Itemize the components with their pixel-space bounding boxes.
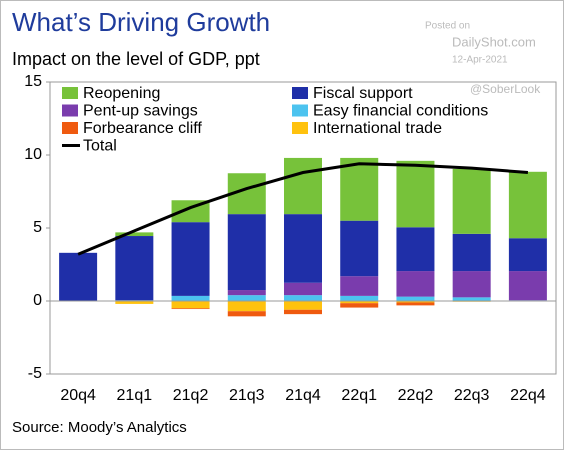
x-tick-label: 22q1 bbox=[341, 387, 377, 404]
bar-segment bbox=[340, 276, 379, 296]
watermark: @SoberLook bbox=[470, 82, 541, 96]
bar-segment bbox=[227, 311, 266, 317]
legend-label: Fiscal support bbox=[313, 85, 413, 102]
bar-segment bbox=[227, 214, 266, 291]
bar-segment bbox=[452, 233, 491, 272]
legend-label: International trade bbox=[313, 120, 442, 137]
x-tick-label: 22q4 bbox=[510, 387, 546, 404]
bar-segment bbox=[396, 271, 435, 297]
bar-segment bbox=[396, 301, 435, 303]
legend-label: Reopening bbox=[83, 85, 160, 102]
x-tick-label: 21q3 bbox=[229, 387, 265, 404]
x-tick-label: 21q2 bbox=[173, 387, 209, 404]
bar-segment bbox=[171, 301, 210, 309]
bar-segment bbox=[340, 301, 379, 304]
bar-segment bbox=[59, 252, 98, 301]
legend-swatch bbox=[292, 104, 308, 117]
chart-subtitle: Impact on the level of GDP, ppt bbox=[12, 49, 260, 69]
legend-label: Pent-up savings bbox=[83, 103, 198, 120]
bar-segment bbox=[171, 308, 210, 310]
bar-segment bbox=[340, 295, 379, 301]
bar-segment bbox=[284, 301, 322, 310]
legend-swatch bbox=[62, 87, 78, 99]
y-tick-label: 10 bbox=[24, 146, 42, 163]
bar-segment bbox=[340, 303, 379, 308]
bar-segment bbox=[227, 301, 266, 312]
y-tick-label: 0 bbox=[33, 292, 42, 309]
legend-swatch bbox=[292, 87, 308, 99]
y-tick-label: 15 bbox=[24, 73, 42, 90]
legend-swatch bbox=[62, 122, 78, 134]
y-tick-label: -5 bbox=[28, 365, 42, 382]
bar-segment bbox=[115, 232, 154, 237]
bar-segment bbox=[508, 171, 547, 239]
y-tick-label: 5 bbox=[33, 219, 42, 236]
watermark: DailyShot.com bbox=[452, 34, 536, 49]
x-tick-label: 20q4 bbox=[60, 387, 96, 404]
bar-segment bbox=[340, 157, 379, 221]
bar-segment bbox=[284, 282, 322, 296]
x-tick-label: 22q2 bbox=[398, 387, 434, 404]
bar-segment bbox=[284, 309, 322, 315]
legend-label: Easy financial conditions bbox=[313, 103, 488, 120]
legend-swatch bbox=[292, 122, 308, 134]
chart-title: What’s Driving Growth bbox=[12, 7, 270, 37]
legend-swatch bbox=[62, 104, 78, 117]
x-tick-label: 21q4 bbox=[285, 387, 321, 404]
watermark: Posted on bbox=[425, 21, 470, 32]
bar-segment bbox=[452, 297, 491, 301]
total-line bbox=[77, 162, 529, 256]
legend-label: Total bbox=[83, 138, 117, 155]
bar-segment bbox=[171, 222, 210, 296]
bar-segment bbox=[115, 301, 154, 304]
bar-segment bbox=[227, 295, 266, 301]
bar-segment bbox=[396, 227, 435, 272]
source: Source: Moody’s Analytics bbox=[12, 419, 187, 436]
bar-segment bbox=[171, 295, 210, 301]
bar-segment bbox=[284, 214, 322, 283]
bar-segment bbox=[284, 157, 322, 215]
x-tick-label: 21q1 bbox=[117, 387, 153, 404]
bar-segment bbox=[396, 302, 435, 306]
bar-segment bbox=[452, 168, 491, 234]
bar-segment bbox=[227, 290, 266, 296]
bar-segment bbox=[396, 296, 435, 301]
x-tick-label: 22q3 bbox=[454, 387, 490, 404]
legend-label: Forbearance cliff bbox=[83, 120, 202, 137]
bar-segment bbox=[340, 220, 379, 277]
bar-segment bbox=[508, 238, 547, 272]
bar-segment bbox=[452, 271, 491, 298]
watermark: 12-Apr-2021 bbox=[452, 55, 508, 66]
bar-segment bbox=[396, 160, 435, 228]
bar-segment bbox=[115, 236, 154, 301]
bar-segment bbox=[284, 295, 322, 301]
bar-segment bbox=[508, 271, 547, 301]
